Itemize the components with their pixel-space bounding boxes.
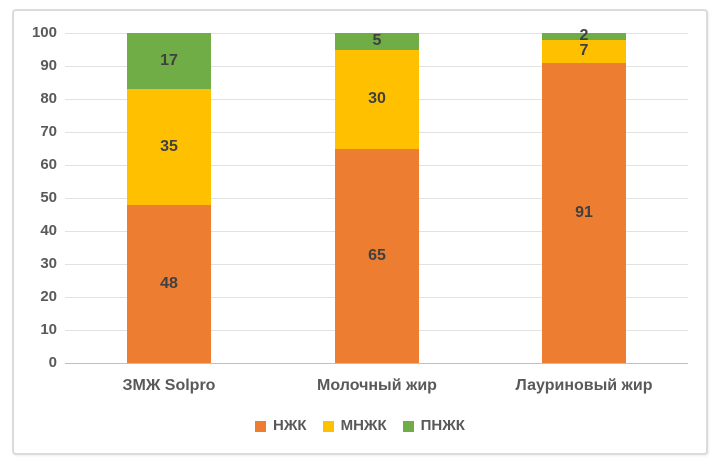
y-tick-label: 0 [48, 354, 57, 371]
chart-frame: 48 35 17 65 30 5 91 7 2 0 10 20 30 40 50 60 70 80 90 100 З… [12, 9, 708, 455]
bar-segment-ПНЖК [335, 33, 419, 50]
bar-segment-МНЖК [335, 49, 419, 149]
bar-value-label: 35 [160, 138, 178, 155]
bar-segment-ПНЖК [542, 33, 626, 40]
bar-segment-ПНЖК [127, 33, 211, 90]
legend-swatch-icon [402, 420, 414, 432]
y-tick-label: 60 [40, 156, 57, 173]
bar-value-label: 48 [160, 275, 178, 292]
legend-swatch-icon [322, 420, 334, 432]
category-label: ЗМЖ Solpro [122, 377, 216, 394]
bar-value-label: 17 [160, 52, 178, 69]
gridline [65, 330, 688, 331]
x-axis: ЗМЖ Solpro Молочный жир Лауриновый жир [14, 11, 706, 453]
gridline [65, 165, 688, 166]
y-tick-label: 50 [40, 189, 57, 206]
y-tick-label: 90 [40, 57, 57, 74]
legend-label: ПНЖК [420, 417, 465, 434]
bar-value-labels: 48 35 17 65 30 5 91 7 2 [14, 11, 706, 453]
bar-value-label: 2 [579, 27, 589, 44]
bar-segment-МНЖК [542, 39, 626, 63]
legend: НЖК МНЖК ПНЖК [14, 417, 706, 435]
legend-item-ПНЖК: ПНЖК [402, 417, 465, 435]
bar-segment-МНЖК [127, 89, 211, 205]
bar-value-label: 65 [368, 247, 386, 264]
gridline [65, 132, 688, 133]
bars [14, 11, 706, 453]
legend-swatch-icon [255, 420, 267, 432]
y-tick-label: 30 [40, 255, 57, 272]
y-axis: 0 10 20 30 40 50 60 70 80 90 100 [14, 11, 706, 453]
gridline [65, 198, 688, 199]
gridline [65, 297, 688, 298]
gridline [65, 264, 688, 265]
bar-value-label: 7 [579, 42, 589, 59]
y-tick-label: 80 [40, 90, 57, 107]
gridline [65, 231, 688, 232]
gridlines [14, 11, 706, 453]
bar-value-label: 30 [368, 90, 386, 107]
y-tick-label: 100 [31, 24, 57, 41]
legend-item-НЖК: НЖК [255, 417, 307, 435]
legend-item-МНЖК: МНЖК [322, 417, 387, 435]
category-label: Лауриновый жир [515, 377, 653, 394]
y-tick-label: 70 [40, 123, 57, 140]
bar-segment-НЖК [542, 62, 626, 363]
bar-segment-НЖК [335, 148, 419, 363]
y-tick-label: 20 [40, 288, 57, 305]
gridline [65, 66, 688, 67]
y-tick-label: 10 [40, 321, 57, 338]
gridline [65, 33, 688, 34]
gridline [65, 99, 688, 100]
x-axis-line [65, 363, 688, 364]
bar-value-label: 5 [372, 32, 382, 49]
category-label: Молочный жир [317, 377, 437, 394]
legend-label: НЖК [273, 417, 307, 434]
bar-value-label: 91 [575, 204, 593, 221]
legend-label: МНЖК [340, 417, 387, 434]
bar-segment-НЖК [127, 204, 211, 363]
y-tick-label: 40 [40, 222, 57, 239]
